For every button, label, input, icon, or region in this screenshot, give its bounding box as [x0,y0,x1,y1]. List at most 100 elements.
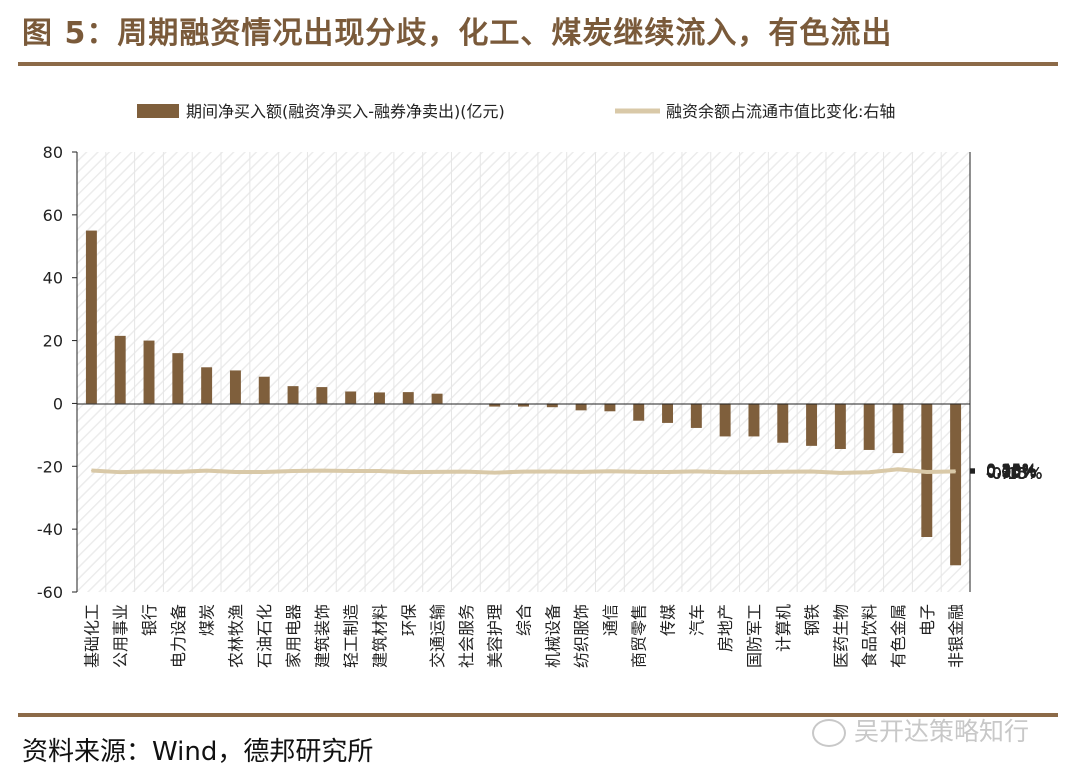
bar [633,403,645,421]
line-point [378,470,380,472]
bar [114,335,126,404]
right-tick-label: 0.20% [986,461,1037,480]
bar [834,403,846,449]
bar [604,403,616,412]
left-tick-label: -20 [37,457,63,476]
category-labels: 基础化工 公用事业 银行 电力设备 煤炭 农林牧渔 石油石化 家用电器 建筑装饰 轻工制造 建筑材料… [82,604,965,668]
bar [575,403,587,411]
left-tick-label: -60 [37,583,63,602]
category-label-text: 有色金属 [889,604,908,668]
right-tick-label: -0.15% [986,464,1043,483]
category-label-text: 食品饮料 [860,604,879,668]
line-point [580,471,582,473]
right-tick-label: 0.00% [986,463,1037,482]
category-label: 商贸零售 [630,604,649,668]
bar [777,403,789,443]
line-point [926,471,928,473]
category-label: 建筑装饰 [313,604,332,668]
bar [201,367,213,404]
category-label: 机械设备 [543,604,562,668]
right-tick-label: 0.30% [986,461,1037,480]
category-label-text: 电力设备 [169,604,188,668]
category-label-text: 银行 [140,604,159,636]
category-label: 电力设备 [169,604,188,668]
category-label-text: 非银金融 [947,604,966,668]
bar [431,393,443,404]
right-tick-label: 0.05% [986,463,1037,482]
bar [863,403,875,450]
category-label: 非银金融 [947,604,966,668]
category-label-text: 国防军工 [745,604,764,668]
bar [287,386,299,404]
category-label: 社会服务 [457,604,476,668]
line-point [321,470,323,472]
category-label: 家用电器 [284,604,303,668]
category-label-text: 传媒 [659,604,678,636]
category-label: 基础化工 [82,604,101,668]
category-label-text: 家用电器 [284,604,303,668]
line-point [753,471,755,473]
category-label-text: 电子 [918,604,937,636]
line-point [494,472,496,474]
line-point [724,471,726,473]
category-label-text: 建筑装饰 [313,604,332,668]
category-label-text: 轻工制造 [342,604,361,668]
category-label: 传媒 [659,604,678,636]
line-point [350,470,352,472]
bar [748,403,760,437]
bar [489,403,501,407]
bar [518,403,529,407]
category-label: 钢铁 [803,604,822,636]
right-tick-label: -0.10% [986,464,1043,483]
legend-bar-label: 期间净买入额(融资净买入-融券净卖出)(亿元) [186,102,505,121]
right-axis-ticks: 0.40%0.35%0.30%0.25%0.20%0.15%0.10%0.05%… [970,460,1043,483]
category-label-text: 美容护理 [486,604,505,668]
category-label-text: 纺织服饰 [572,604,591,668]
line-point [638,471,640,473]
category-label-text: 建筑材料 [370,604,389,668]
category-label-text: 综合 [515,604,534,636]
line-point [90,469,92,471]
bar [662,403,674,423]
category-label: 纺织服饰 [572,604,591,668]
category-label-text: 农林牧渔 [226,604,245,668]
bar [402,392,414,404]
category-label: 煤炭 [198,604,217,636]
category-label: 综合 [515,604,534,636]
category-label: 通信 [601,604,620,636]
left-tick-label: 80 [43,143,63,162]
line-point [695,470,697,472]
bar [229,370,241,404]
category-label-text: 钢铁 [803,604,822,636]
line-point [782,471,784,473]
category-label-text: 石油石化 [255,604,274,668]
left-tick-label: 0 [53,394,63,413]
line-series [90,467,957,475]
line-point [868,471,870,473]
chart: 期间净买入额(融资净买入-融券净卖出)(亿元) 融资余额占流通市值比变化:右轴 … [37,102,1043,668]
left-tick-label: -40 [37,520,63,539]
line-point [897,468,899,470]
right-tick-label: 0.35% [986,460,1037,479]
line-point [609,470,611,472]
category-label-text: 机械设备 [543,604,562,668]
line-point [407,471,409,473]
bar [806,403,818,446]
category-label: 轻工制造 [342,604,361,668]
bottom-rule [18,713,1058,717]
category-label-text: 公用事业 [111,604,130,668]
line-point [667,471,669,473]
line-point [234,471,236,473]
bar [316,387,328,404]
line-point [177,471,179,473]
line-point [148,470,150,472]
category-label: 环保 [399,604,418,636]
line-point [551,471,553,473]
category-label: 汽车 [687,604,706,636]
line-point [436,471,438,473]
bar [172,353,184,404]
category-label: 建筑材料 [370,604,389,668]
category-label-text: 通信 [601,604,620,636]
category-label-text: 计算机 [774,604,793,652]
line-point [839,472,841,474]
